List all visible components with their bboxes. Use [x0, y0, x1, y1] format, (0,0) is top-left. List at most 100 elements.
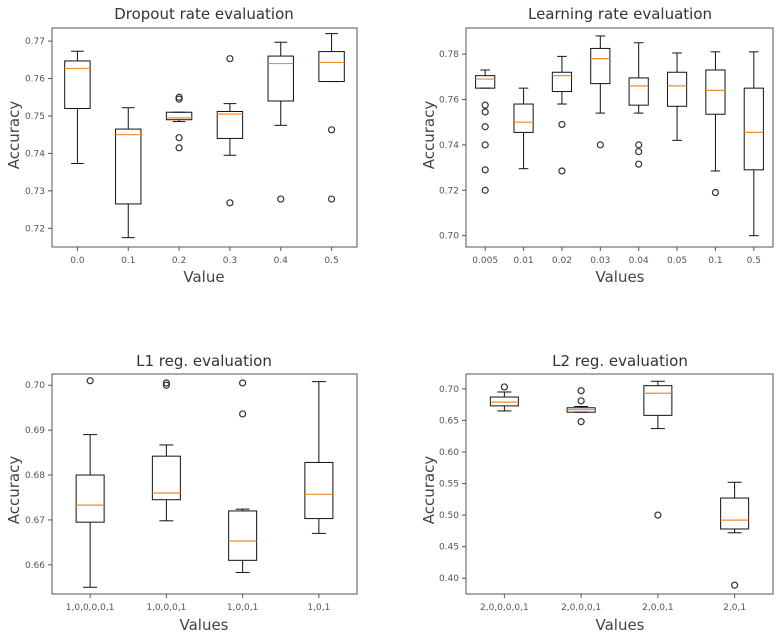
y-tick-label: 0.76: [25, 75, 45, 85]
outlier-point: [175, 144, 183, 152]
y-tick-label: 0.75: [25, 112, 45, 122]
outlier-point: [635, 141, 643, 149]
box-0.02: [551, 55, 573, 175]
chart-title: L2 reg. evaluation: [552, 352, 688, 370]
box-1,0,1: [304, 381, 334, 534]
box-0.005: [475, 69, 496, 194]
x-tick-label: 0.1: [708, 256, 722, 266]
box-0.5: [318, 33, 345, 203]
box-body: [318, 51, 345, 83]
x-tick-label: 1,0,0,1: [227, 603, 259, 613]
y-tick-label: 0.72: [25, 224, 45, 234]
box-body: [115, 128, 142, 205]
y-tick-label: 0.55: [439, 480, 459, 490]
plot-frame: [51, 373, 358, 595]
x-tick-label: 0.1: [121, 256, 135, 266]
outlier-point: [481, 166, 489, 174]
outlier-point: [731, 581, 739, 589]
y-tick-label: 0.74: [439, 141, 459, 151]
box-body: [475, 75, 496, 89]
x-axis-label: Value: [183, 268, 224, 286]
y-tick-label: 0.67: [25, 516, 45, 526]
y-tick-label: 0.50: [439, 511, 459, 521]
x-axis-label: Values: [595, 268, 644, 286]
y-tick-label: 0.70: [439, 232, 459, 242]
x-tick-label: 2,0,0,0,1: [561, 603, 601, 613]
box-0.1: [705, 51, 726, 197]
y-tick-label: 0.65: [439, 416, 459, 426]
y-tick-label: 0.70: [439, 385, 459, 395]
box-body: [628, 77, 649, 106]
x-tick-label: 1,0,0,0,1: [146, 603, 186, 613]
chart-title: Dropout rate evaluation: [114, 5, 294, 23]
y-tick-label: 0.74: [25, 149, 45, 159]
chart-learning-rate: Learning rate evaluation Values Accuracy…: [420, 5, 774, 286]
outlier-point: [327, 126, 336, 134]
outlier-point: [481, 101, 489, 109]
box-body: [590, 47, 611, 85]
y-tick-label: 0.76: [439, 95, 459, 105]
box-body: [75, 474, 105, 523]
plot-frame: [51, 27, 358, 248]
box-1,0,0,0,0,1: [75, 377, 105, 588]
outlier-point: [481, 123, 489, 131]
y-tick-label: 0.73: [25, 187, 45, 197]
box-1,0,0,0,1: [151, 379, 181, 522]
chart-l2-reg: L2 reg. evaluation Values Accuracy 0.40 0…: [420, 352, 774, 634]
outlier-point: [239, 379, 247, 387]
outlier-point: [86, 377, 94, 385]
box-body: [666, 71, 688, 107]
box-0.4: [267, 41, 294, 203]
box-body: [720, 497, 750, 530]
box-body: [705, 69, 726, 115]
outlier-point: [596, 141, 604, 149]
chart-l1-reg: L1 reg. evaluation Values Accuracy 0.66 0…: [5, 352, 358, 634]
outlier-point: [175, 134, 183, 142]
y-axis-label: Accuracy: [420, 456, 438, 525]
x-tick-label: 0.02: [552, 256, 572, 266]
outlier-point: [711, 188, 720, 197]
outlier-point: [226, 55, 234, 63]
plot-frame: [465, 27, 774, 248]
box-body: [489, 396, 519, 407]
x-tick-label: 2,0,0,1: [642, 603, 674, 613]
box-0.5: [743, 51, 764, 237]
box-1,0,0,1: [228, 379, 258, 573]
x-tick-label: 0.4: [274, 256, 289, 266]
box-body: [551, 71, 573, 93]
box-body: [513, 103, 534, 133]
outlier-point: [162, 381, 170, 389]
outlier-point: [226, 199, 234, 207]
y-tick-label: 0.45: [439, 543, 459, 553]
outlier-point: [577, 418, 585, 426]
box-body: [64, 60, 91, 109]
outlier-point: [481, 108, 489, 116]
box-0.04: [628, 42, 649, 168]
x-axis-label: Values: [595, 616, 644, 634]
outlier-point: [239, 410, 247, 418]
outlier-point: [277, 195, 285, 203]
box-body: [267, 55, 294, 102]
box-body: [228, 510, 258, 561]
box-0.1: [115, 107, 142, 239]
x-tick-label: 0.0: [70, 256, 85, 266]
outlier-point: [558, 167, 566, 175]
x-tick-label: 0.3: [223, 256, 237, 266]
outlier-point: [577, 397, 585, 405]
box-0.05: [666, 52, 688, 141]
x-tick-label: 0.04: [629, 256, 649, 266]
y-tick-label: 0.66: [25, 561, 45, 571]
y-tick-label: 0.40: [439, 574, 459, 584]
outlier-point: [558, 120, 566, 129]
outlier-point: [175, 93, 183, 101]
box-0.01: [513, 87, 534, 170]
y-tick-label: 0.77: [25, 37, 45, 47]
x-tick-label: 0.03: [590, 256, 610, 266]
x-tick-label: 2,0,0,0,0,1: [480, 603, 529, 613]
box-0.0: [64, 50, 91, 165]
box-0.03: [590, 35, 611, 149]
y-axis-label: Accuracy: [5, 456, 23, 525]
x-tick-label: 1,0,0,0,0,1: [66, 603, 115, 613]
outlier-point: [481, 186, 489, 194]
box-body: [165, 111, 193, 121]
